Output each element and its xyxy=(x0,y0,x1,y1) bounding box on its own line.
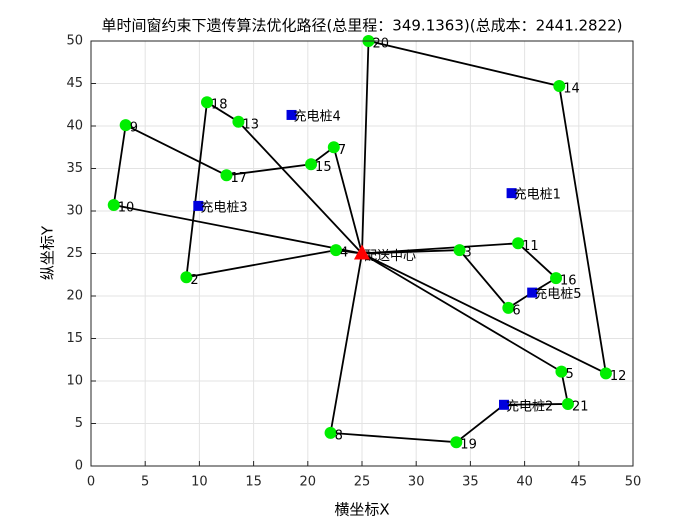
customer-label: 9 xyxy=(130,121,138,136)
customer-label: 18 xyxy=(211,98,228,113)
customer-label: 11 xyxy=(522,239,539,254)
y-tick-label: 35 xyxy=(66,161,83,176)
customer-label: 8 xyxy=(335,428,343,443)
y-tick-label: 5 xyxy=(75,416,83,431)
x-tick-label: 40 xyxy=(516,475,533,490)
customer-label: 14 xyxy=(563,82,580,97)
y-tick-label: 0 xyxy=(75,459,83,474)
y-tick-label: 10 xyxy=(66,374,83,389)
station-label: 充电桩4 xyxy=(294,108,341,124)
axes-box xyxy=(90,40,634,467)
customer-marker xyxy=(561,397,574,410)
customer-marker xyxy=(324,426,337,439)
station-marker xyxy=(286,109,297,120)
customer-marker xyxy=(502,301,515,314)
y-tick-label: 15 xyxy=(66,331,83,346)
customer-label: 17 xyxy=(231,171,248,186)
customer-marker xyxy=(512,237,525,250)
customer-label: 4 xyxy=(340,246,348,261)
customer-marker xyxy=(553,80,566,93)
customer-marker xyxy=(599,367,612,380)
x-tick-label: 30 xyxy=(408,475,425,490)
station-marker xyxy=(499,399,510,410)
customer-label: 5 xyxy=(565,367,573,382)
customer-marker xyxy=(453,244,466,257)
customer-marker xyxy=(180,271,193,284)
x-tick-label: 35 xyxy=(462,475,479,490)
y-tick-label: 45 xyxy=(66,76,83,91)
station-marker xyxy=(193,200,204,211)
customer-marker xyxy=(555,365,568,378)
y-axis-label: 纵坐标Y xyxy=(39,225,57,280)
y-tick-label: 50 xyxy=(66,34,83,49)
customer-marker xyxy=(220,169,233,182)
customer-label: 20 xyxy=(373,37,390,52)
x-axis-label: 横坐标X xyxy=(334,501,389,519)
y-tick-label: 40 xyxy=(66,119,83,134)
x-tick-label: 10 xyxy=(191,475,208,490)
customer-label: 7 xyxy=(338,143,346,158)
customer-label: 19 xyxy=(460,438,477,453)
chart-title: 单时间窗约束下遗传算法优化路径(总里程：349.1363)(总成本：2441.2… xyxy=(101,17,622,35)
customer-marker xyxy=(327,141,340,154)
customer-label: 21 xyxy=(572,399,589,414)
customer-label: 12 xyxy=(610,369,627,384)
customer-label: 3 xyxy=(464,246,472,261)
station-marker xyxy=(527,287,538,298)
depot-marker xyxy=(354,244,370,260)
customer-label: 6 xyxy=(512,303,520,318)
y-tick-label: 25 xyxy=(66,246,83,261)
x-tick-label: 5 xyxy=(141,475,149,490)
station-label: 充电桩1 xyxy=(514,187,561,203)
customer-marker xyxy=(450,436,463,449)
customer-marker xyxy=(119,119,132,132)
customer-marker xyxy=(232,115,245,128)
customer-label: 10 xyxy=(118,201,135,216)
station-marker xyxy=(506,188,517,199)
y-tick-label: 20 xyxy=(66,289,83,304)
customer-label: 15 xyxy=(315,160,332,175)
x-tick-label: 0 xyxy=(87,475,95,490)
x-tick-label: 20 xyxy=(300,475,317,490)
marks: 20 14 18 13 9 7 15 17 10 11 3 4 16 2 6 5 12 21 8 19 充电桩1 充电桩2… xyxy=(107,35,627,453)
customer-label: 13 xyxy=(242,117,259,132)
x-tick-label: 25 xyxy=(354,475,371,490)
customer-label: 16 xyxy=(560,274,577,289)
x-tick-label: 45 xyxy=(571,475,588,490)
customer-marker xyxy=(329,244,342,257)
y-tick-label: 30 xyxy=(66,204,83,219)
depot-label: 配送中心 xyxy=(364,249,416,264)
station-label: 充电桩5 xyxy=(534,286,581,302)
x-tick-label: 15 xyxy=(245,475,262,490)
customer-marker xyxy=(107,199,120,212)
customer-marker xyxy=(550,272,563,285)
station-label: 充电桩3 xyxy=(200,199,247,215)
x-tick-label: 50 xyxy=(625,475,642,490)
customer-marker xyxy=(305,158,318,171)
station-label: 充电桩2 xyxy=(506,398,553,414)
customer-label: 2 xyxy=(190,273,198,288)
customer-marker xyxy=(200,96,213,109)
